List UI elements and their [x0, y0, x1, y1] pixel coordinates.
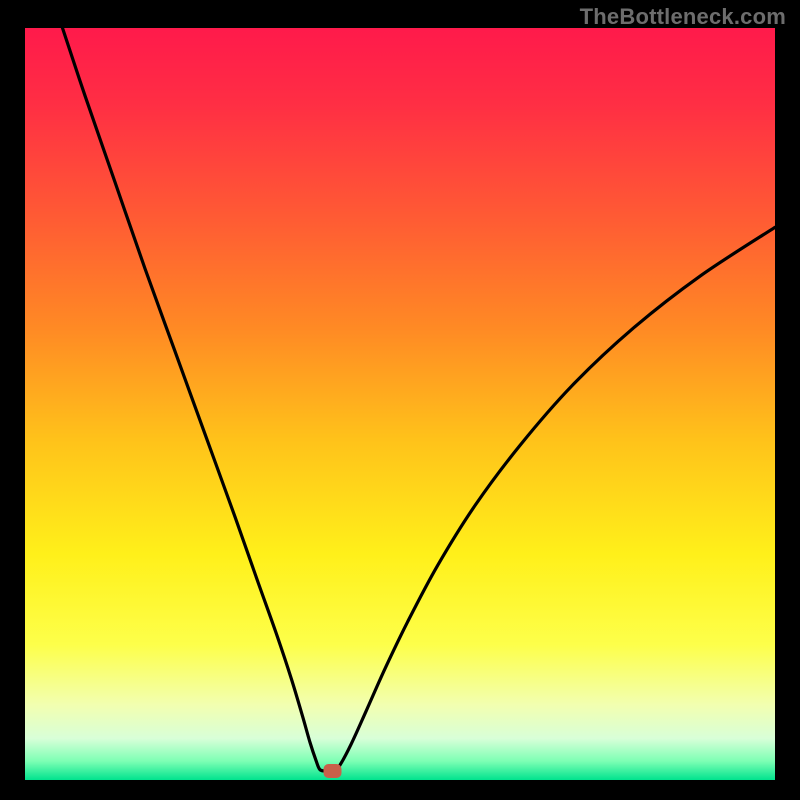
- gradient-background: [25, 28, 775, 780]
- watermark-text: TheBottleneck.com: [580, 4, 786, 30]
- bottleneck-chart: [0, 0, 800, 800]
- optimum-marker: [324, 764, 342, 778]
